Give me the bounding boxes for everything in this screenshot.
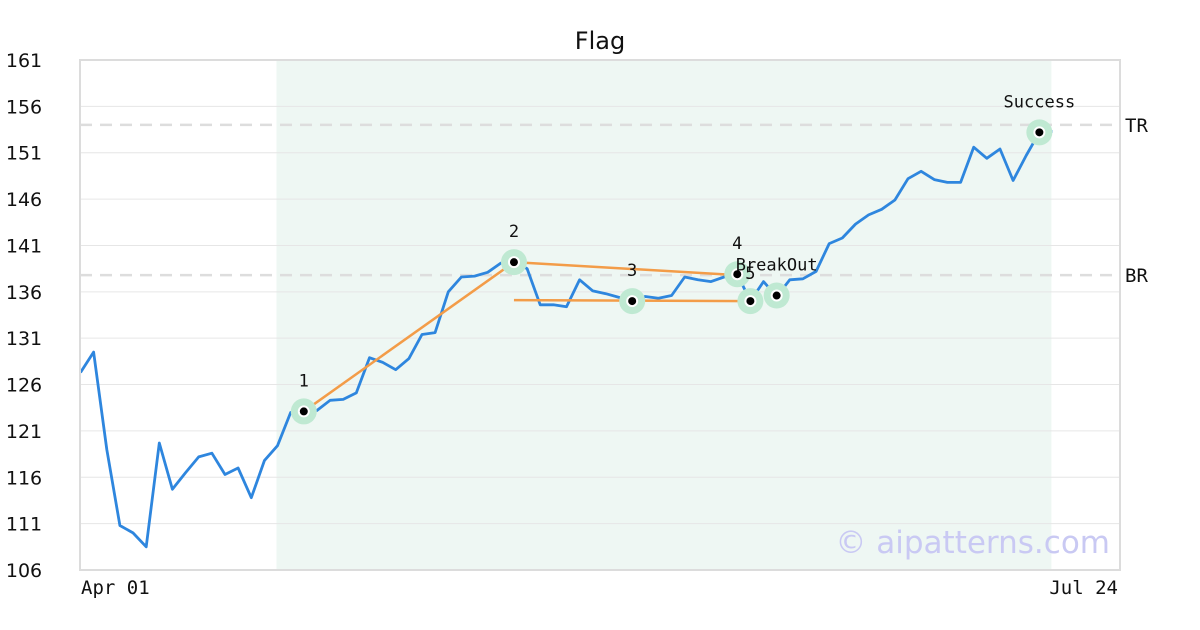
reference-label-tr: TR (1125, 115, 1148, 137)
reference-label-br: BR (1125, 265, 1148, 287)
y-tick-label: 161 (6, 50, 42, 72)
pivot-label-1: 1 (299, 371, 309, 391)
trendline-1 (303, 261, 515, 413)
pivot-label-2: 2 (509, 222, 519, 242)
y-tick-label: 131 (6, 328, 42, 350)
y-tick-label: 151 (6, 143, 42, 165)
y-tick-label: 126 (6, 375, 42, 397)
y-tick-label: 156 (6, 96, 42, 118)
y-tick-label: 111 (6, 514, 42, 536)
pattern-region (276, 60, 1052, 570)
y-tick-label: 146 (6, 189, 42, 211)
pivot-label-5: 5 (745, 264, 755, 284)
pivot-marker-breakout (770, 289, 783, 302)
watermark: © aipatterns.com (835, 525, 1110, 561)
pivot-marker-4 (731, 268, 744, 281)
x-tick-label-end: Jul 24 (1049, 577, 1118, 599)
pivot-label-breakout: BreakOut (736, 256, 818, 276)
price-series-line (79, 130, 1053, 549)
pivot-marker-3 (626, 295, 639, 308)
y-tick-label: 121 (6, 421, 42, 443)
trendline-2 (513, 260, 738, 277)
plot-frame (79, 59, 1121, 571)
y-tick-label: 116 (6, 467, 42, 489)
pivot-marker-5 (744, 295, 757, 308)
pivot-marker-success (1033, 126, 1046, 139)
pivot-marker-1 (297, 405, 310, 418)
chart-title: Flag (575, 27, 625, 55)
y-tick-label: 141 (6, 235, 42, 257)
pivot-label-4: 4 (732, 234, 742, 254)
y-tick-label: 106 (6, 560, 42, 582)
x-tick-label-start: Apr 01 (81, 577, 150, 599)
pivot-label-success: Success (1004, 92, 1076, 112)
y-tick-label: 136 (6, 282, 42, 304)
pivot-marker-2 (507, 256, 520, 269)
pivot-label-3: 3 (627, 261, 637, 281)
